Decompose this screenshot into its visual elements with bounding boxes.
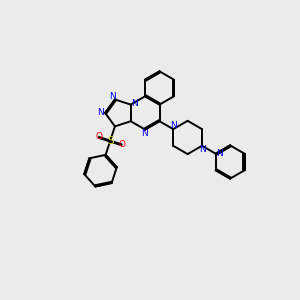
Text: N: N bbox=[170, 121, 177, 130]
Text: O: O bbox=[118, 140, 125, 149]
Text: N: N bbox=[109, 92, 116, 101]
Text: N: N bbox=[142, 129, 148, 138]
Text: N: N bbox=[131, 99, 138, 108]
Text: N: N bbox=[199, 145, 206, 154]
Text: S: S bbox=[107, 136, 114, 146]
Text: O: O bbox=[95, 132, 102, 141]
Text: N: N bbox=[97, 108, 104, 117]
Text: N: N bbox=[216, 149, 223, 158]
